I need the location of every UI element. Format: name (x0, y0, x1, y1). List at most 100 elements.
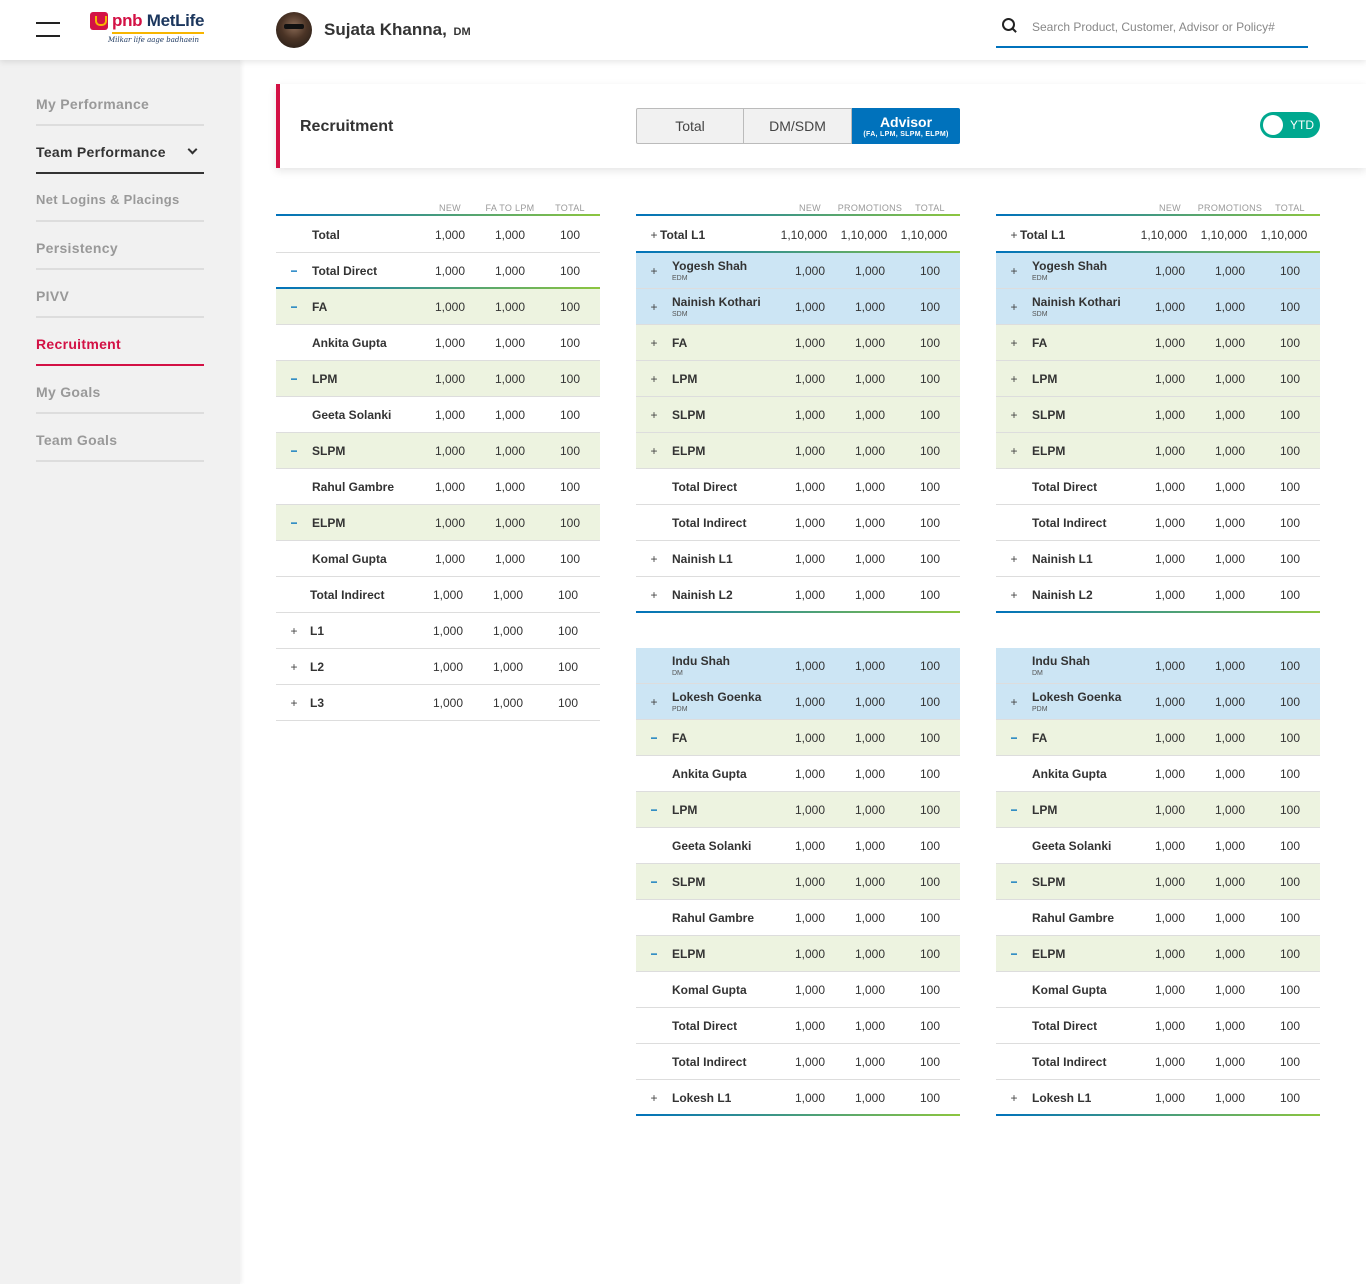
table-row: − LPM 1,000 1,000 100 (276, 361, 600, 397)
expand-icon[interactable]: + (650, 552, 658, 566)
row-value: 1,000 (1154, 480, 1186, 494)
collapse-icon[interactable]: − (1010, 947, 1018, 961)
row-value: 1,000 (1154, 839, 1186, 853)
pnb-metlife-logo[interactable]: pnb MetLife Milkar life aage badhaein (90, 11, 210, 48)
expand-icon[interactable]: + (1010, 588, 1018, 602)
row-value: 1,000 (854, 911, 886, 925)
expand-icon[interactable]: + (1010, 1091, 1018, 1105)
row-value: 1,000 (854, 408, 886, 422)
collapse-icon[interactable]: − (650, 803, 658, 817)
row-value: 100 (559, 264, 581, 278)
expand-icon[interactable]: + (1010, 552, 1018, 566)
row-value: 1,000 (1154, 911, 1186, 925)
row-value: 1,000 (1214, 516, 1246, 530)
collapse-icon[interactable]: − (1010, 803, 1018, 817)
expand-icon[interactable]: + (290, 696, 298, 710)
collapse-icon[interactable]: − (650, 731, 658, 745)
row-label: Nainish Kothari (672, 295, 761, 309)
row-label: LPM (672, 803, 698, 817)
expand-icon[interactable]: + (1010, 264, 1018, 278)
expand-icon[interactable]: + (650, 444, 658, 458)
expand-icon[interactable]: + (290, 660, 298, 674)
collapse-icon[interactable]: − (1010, 875, 1018, 889)
sidebar-item-my-performance[interactable]: My Performance (36, 96, 204, 126)
row-value: 1,000 (1154, 408, 1186, 422)
expand-icon[interactable]: + (650, 300, 658, 314)
row-label: Lokesh L1 (672, 1091, 732, 1105)
collapse-icon[interactable]: − (290, 516, 298, 530)
expand-icon[interactable]: + (650, 336, 658, 350)
row-value: 1,000 (794, 839, 826, 853)
avatar[interactable] (276, 12, 312, 48)
expand-icon[interactable]: + (650, 372, 658, 386)
row-value: 1,000 (1214, 264, 1246, 278)
row-value: 1,000 (494, 336, 526, 350)
search-input[interactable] (1032, 16, 1302, 38)
expand-icon[interactable]: + (1010, 372, 1018, 386)
table-row: + Lokesh Goenka PDM 1,000 1,000 100 (996, 684, 1320, 720)
row-label: Komal Gupta (312, 552, 387, 566)
collapse-icon[interactable]: − (290, 372, 298, 386)
row-value: 1,10,000 (1260, 228, 1308, 242)
row-value: 1,000 (854, 803, 886, 817)
row-value: 100 (919, 875, 941, 889)
expand-icon[interactable]: + (1010, 695, 1018, 709)
collapse-icon[interactable]: − (1010, 731, 1018, 745)
expand-icon[interactable]: + (650, 695, 658, 709)
sidebar-item-team-goals[interactable]: Team Goals (36, 432, 204, 462)
table-row: Ankita Gupta 1,000 1,000 100 (996, 756, 1320, 792)
sidebar-item-net-logins[interactable]: Net Logins & Placings (36, 192, 204, 222)
expand-icon[interactable]: + (650, 588, 658, 602)
table-row: − SLPM 1,000 1,000 100 (276, 433, 600, 469)
row-label: Rahul Gambre (672, 911, 755, 925)
table-row: Geeta Solanki 1,000 1,000 100 (996, 828, 1320, 864)
row-label: Indu Shah (1032, 654, 1090, 668)
row-label: Total Indirect (1032, 1055, 1107, 1069)
collapse-icon[interactable]: − (290, 444, 298, 458)
expand-icon[interactable]: + (290, 624, 298, 638)
expand-icon[interactable]: + (650, 228, 658, 242)
table-row: − SLPM 1,000 1,000 100 (636, 864, 960, 900)
table-row: + Nainish L2 1,000 1,000 100 (636, 577, 960, 613)
tab-advisor[interactable]: Advisor (FA, LPM, SLPM, ELPM) (852, 108, 960, 144)
collapse-icon[interactable]: − (290, 300, 298, 314)
search-icon[interactable] (1002, 18, 1016, 32)
expand-icon[interactable]: + (650, 264, 658, 278)
row-value: 1,000 (1214, 875, 1246, 889)
expand-icon[interactable]: + (650, 1091, 658, 1105)
expand-icon[interactable]: + (1010, 300, 1018, 314)
table-row: Rahul Gambre 1,000 1,000 100 (276, 469, 600, 505)
row-value: 1,000 (854, 552, 886, 566)
row-label: L1 (310, 624, 325, 638)
menu-icon[interactable] (36, 20, 60, 38)
row-value: 100 (919, 731, 941, 745)
expand-icon[interactable]: + (1010, 408, 1018, 422)
collapse-icon[interactable]: − (290, 264, 298, 278)
sidebar-item-my-goals[interactable]: My Goals (36, 384, 204, 414)
sidebar-item-recruitment[interactable]: Recruitment (36, 336, 204, 366)
expand-icon[interactable]: + (1010, 336, 1018, 350)
sidebar-item-pivv[interactable]: PIVV (36, 288, 204, 318)
sidebar-item-team-performance[interactable]: Team Performance (36, 144, 204, 174)
expand-icon[interactable]: + (650, 408, 658, 422)
table-header: NEW FA TO LPM TOTAL (276, 200, 600, 216)
table-row: + Yogesh Shah EDM 1,000 1,000 100 (636, 253, 960, 289)
row-value: 1,000 (432, 696, 464, 710)
expand-icon[interactable]: + (1010, 228, 1018, 242)
column-header: NEW (799, 203, 821, 213)
row-value: 1,000 (492, 696, 524, 710)
row-value: 1,000 (794, 875, 826, 889)
sidebar-item-persistency[interactable]: Persistency (36, 240, 204, 270)
collapse-icon[interactable]: − (650, 947, 658, 961)
row-value: 1,000 (432, 660, 464, 674)
table-header: NEW PROMOTIONS TOTAL (996, 200, 1320, 216)
ytd-toggle[interactable]: YTD (1260, 112, 1320, 138)
tab-dm-sdm[interactable]: DM/SDM (744, 108, 852, 144)
row-value: 1,000 (854, 264, 886, 278)
collapse-icon[interactable]: − (650, 875, 658, 889)
row-value: 1,000 (794, 372, 826, 386)
expand-icon[interactable]: + (1010, 444, 1018, 458)
row-value: 1,000 (1154, 264, 1186, 278)
tab-total[interactable]: Total (636, 108, 744, 144)
row-label: FA (672, 731, 688, 745)
